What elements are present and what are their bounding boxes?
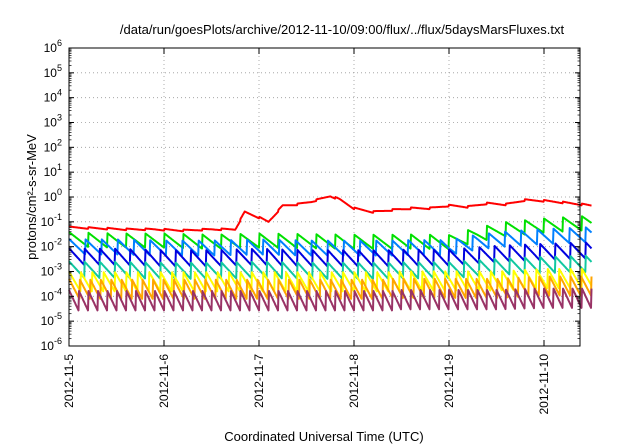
series-line-3 [68,226,593,257]
x-tick-label: 2012-11-7 [252,354,266,408]
y-tick-label: 10-5 [41,311,62,328]
y-axis-ticks: 10-6 10-5 10-4 10-3 10-2 10-1 100 101 102 103 104 1… [41,38,580,353]
plot-frame [68,47,581,347]
y-tick-label: 106 [44,38,62,55]
y-axis-title: protons/cm²-s-sr-MeV [24,134,39,260]
series-line-4 [68,241,593,268]
x-tick-label: 2012-11-10 [537,354,551,415]
x-axis-title: Coordinated Universal Time (UTC) [224,429,423,444]
y-tick-label: 10-1 [41,212,62,229]
y-tick-label: 103 [44,113,62,130]
series-line-5 [68,254,593,280]
chart-title: /data/run/goesPlots/archive/2012-11-10/0… [120,22,565,37]
y-tick-label: 100 [44,187,62,204]
y-tick-label: 104 [44,88,62,105]
y-tick-label: 105 [44,63,62,80]
x-tick-label: 2012-11-6 [157,354,171,408]
y-tick-label: 10-6 [41,336,62,353]
y-tick-label: 10-4 [41,286,62,303]
y-tick-label: 10-3 [41,262,62,279]
y-tick-label: 10-2 [41,237,62,254]
series-group [68,195,593,312]
y-tick-label: 101 [44,162,62,179]
x-axis-ticks: 2012-11-5 2012-11-6 2012-11-7 2012-11-8 2012… [62,48,551,415]
x-tick-label: 2012-11-9 [442,354,456,408]
y-tick-label: 102 [44,137,62,154]
series-line-8 [68,287,593,312]
x-tick-label: 2012-11-5 [62,354,76,408]
series-line-1 [68,195,592,233]
x-tick-label: 2012-11-8 [347,354,361,408]
